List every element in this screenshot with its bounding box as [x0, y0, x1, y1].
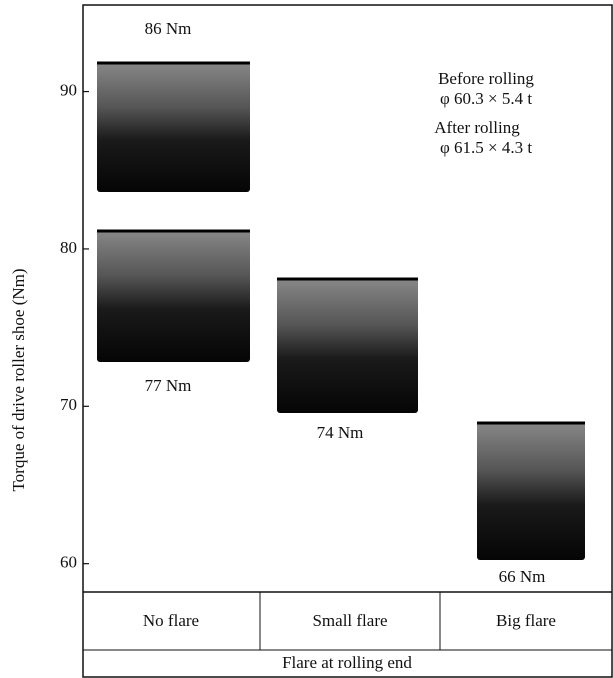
- value-label: 74 Nm: [317, 423, 364, 442]
- y-tick-label: 90: [60, 80, 77, 99]
- value-label: 77 Nm: [145, 376, 192, 395]
- value-label: 66 Nm: [499, 567, 546, 586]
- category-label: Small flare: [312, 611, 387, 630]
- y-axis-label: Torque of drive roller shoe (Nm): [9, 268, 28, 491]
- y-tick-label: 70: [60, 395, 77, 414]
- specimen-photo: [477, 422, 585, 560]
- y-tick-label: 60: [60, 553, 77, 572]
- specimen-photo: [97, 62, 250, 192]
- annotation: φ 60.3 × 5.4 t: [440, 89, 532, 108]
- chart: Torque of drive roller shoe (Nm) Flare a…: [0, 0, 613, 678]
- category-label: No flare: [143, 611, 199, 630]
- specimen-photo: [97, 230, 250, 362]
- annotation: φ 61.5 × 4.3 t: [440, 138, 532, 157]
- annotation: After rolling: [434, 118, 520, 137]
- y-tick-label: 80: [60, 238, 77, 257]
- specimen-photo: [277, 278, 418, 413]
- x-axis-label: Flare at rolling end: [282, 653, 412, 672]
- category-label: Big flare: [496, 611, 556, 630]
- value-label: 86 Nm: [145, 19, 192, 38]
- annotation: Before rolling: [438, 69, 534, 88]
